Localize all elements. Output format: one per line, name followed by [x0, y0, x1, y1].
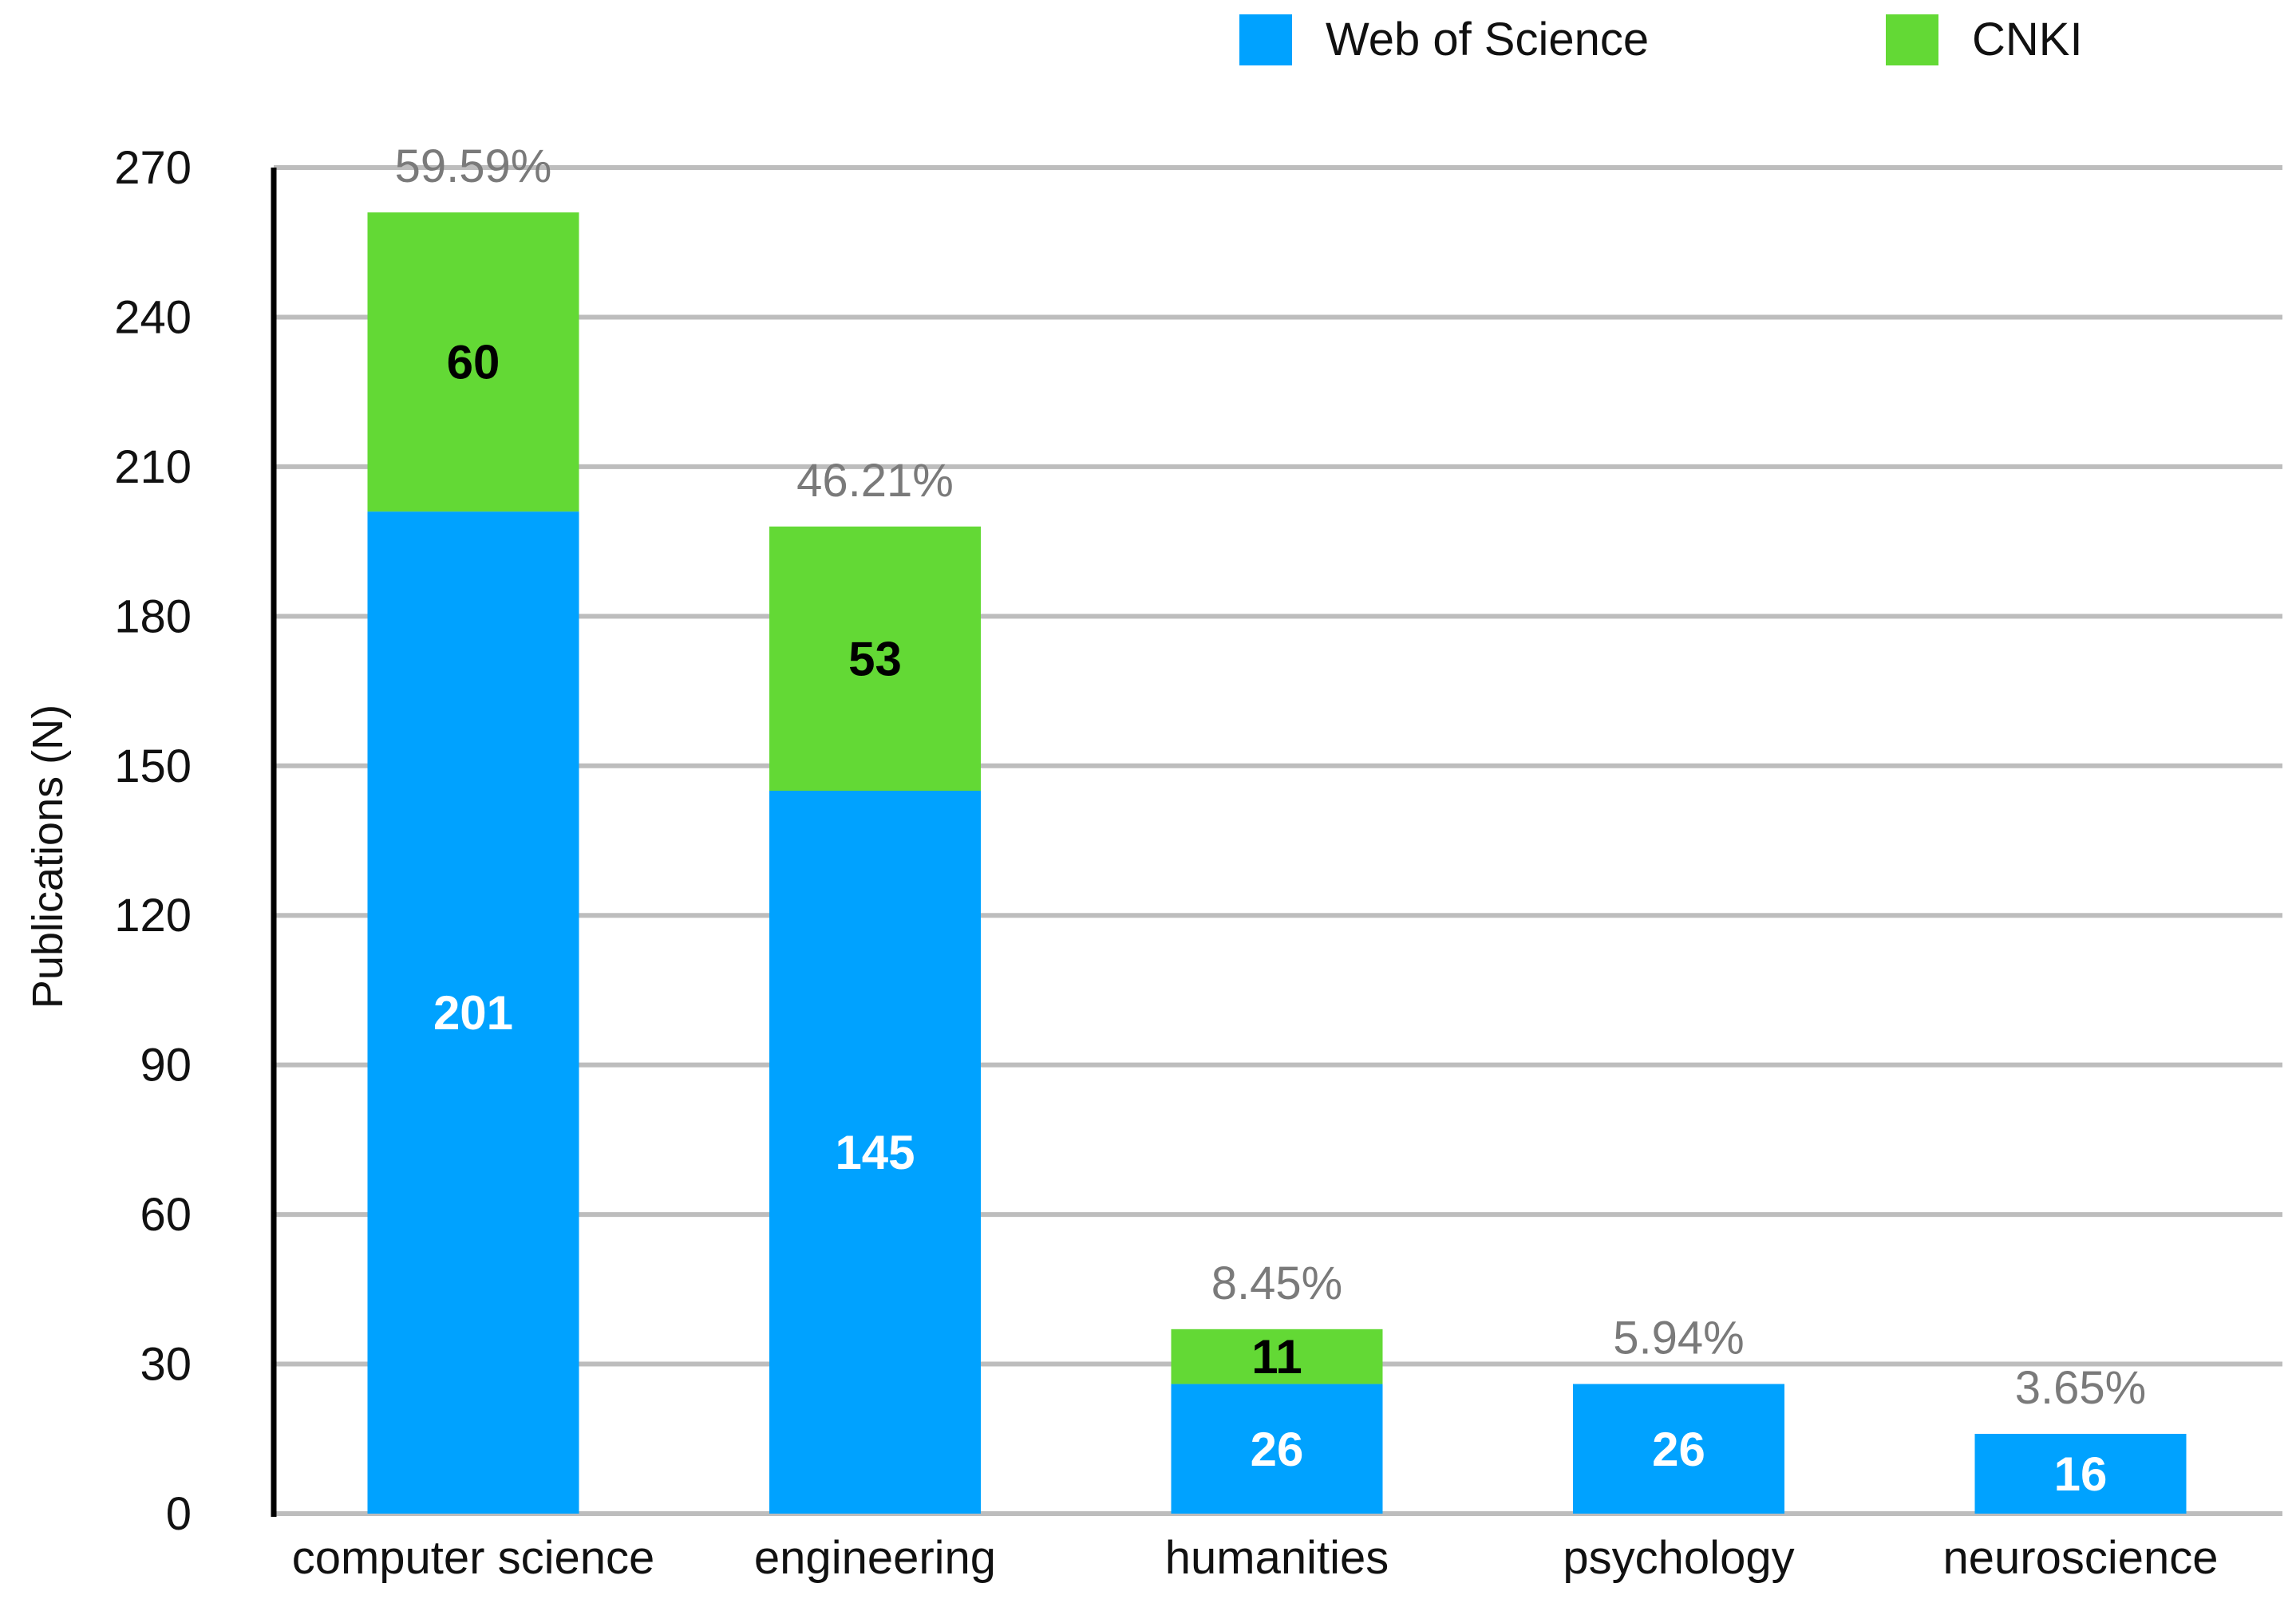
data-label: 60 [447, 336, 500, 389]
gridlines [274, 165, 2282, 1516]
data-label: 201 [433, 986, 513, 1040]
bar-web-of-science [1974, 1434, 2187, 1514]
y-tick-label: 120 [114, 890, 192, 942]
x-tick-label: engineering [754, 1532, 996, 1584]
x-tick-label: psychology [1563, 1532, 1794, 1584]
data-label: 11 [1251, 1330, 1302, 1384]
y-tick-label: 240 [114, 291, 192, 343]
percent-label: 3.65% [2015, 1362, 2146, 1414]
bars [367, 212, 2187, 1514]
bar-web-of-science [1573, 1384, 1784, 1514]
percent-label: 5.94% [1613, 1313, 1744, 1364]
legend: Web of Science CNKI [1239, 14, 2083, 65]
legend-swatch-web-of-science [1239, 14, 1292, 65]
y-tick-label: 180 [114, 590, 192, 642]
y-axis-title: Publications (N) [24, 705, 72, 1009]
bar-cnki [1171, 1329, 1383, 1384]
x-tick-label: humanities [1165, 1532, 1389, 1584]
legend-swatch-cnki [1886, 14, 1938, 65]
data-label: 145 [835, 1126, 915, 1179]
y-tick-label: 30 [140, 1339, 192, 1391]
y-tick-label: 90 [140, 1040, 192, 1092]
data-label: 26 [1652, 1423, 1705, 1476]
bar-cnki [769, 526, 981, 792]
bar-web-of-science [769, 791, 981, 1514]
y-tick-label: 0 [166, 1488, 192, 1540]
y-tick-label: 150 [114, 740, 192, 792]
axes: 0 30 60 90 120 150 180 210 240 270 Publications (N… [24, 142, 2219, 1584]
y-tick-label: 60 [140, 1189, 192, 1241]
percent-label: 46.21% [796, 455, 954, 507]
percent-label: 59.59% [395, 140, 552, 192]
data-label: 26 [1251, 1423, 1304, 1476]
y-tick-label: 210 [114, 441, 192, 493]
y-tick-label: 270 [114, 142, 192, 194]
data-label: 53 [848, 632, 902, 685]
legend-label: CNKI [1972, 14, 2083, 65]
data-label: 16 [2054, 1447, 2108, 1501]
x-tick-label: computer science [292, 1532, 655, 1584]
bar-web-of-science [1171, 1384, 1383, 1514]
percent-label: 8.45% [1211, 1257, 1342, 1309]
bar-cnki [367, 212, 579, 512]
x-tick-label: neuroscience [1943, 1532, 2219, 1584]
labels: 201 60 59.59% 145 53 46.21% 26 11 8.45% 26 5.94% 16… [395, 140, 2147, 1501]
legend-label: Web of Science [1326, 14, 1649, 65]
bar-web-of-science [367, 511, 579, 1514]
